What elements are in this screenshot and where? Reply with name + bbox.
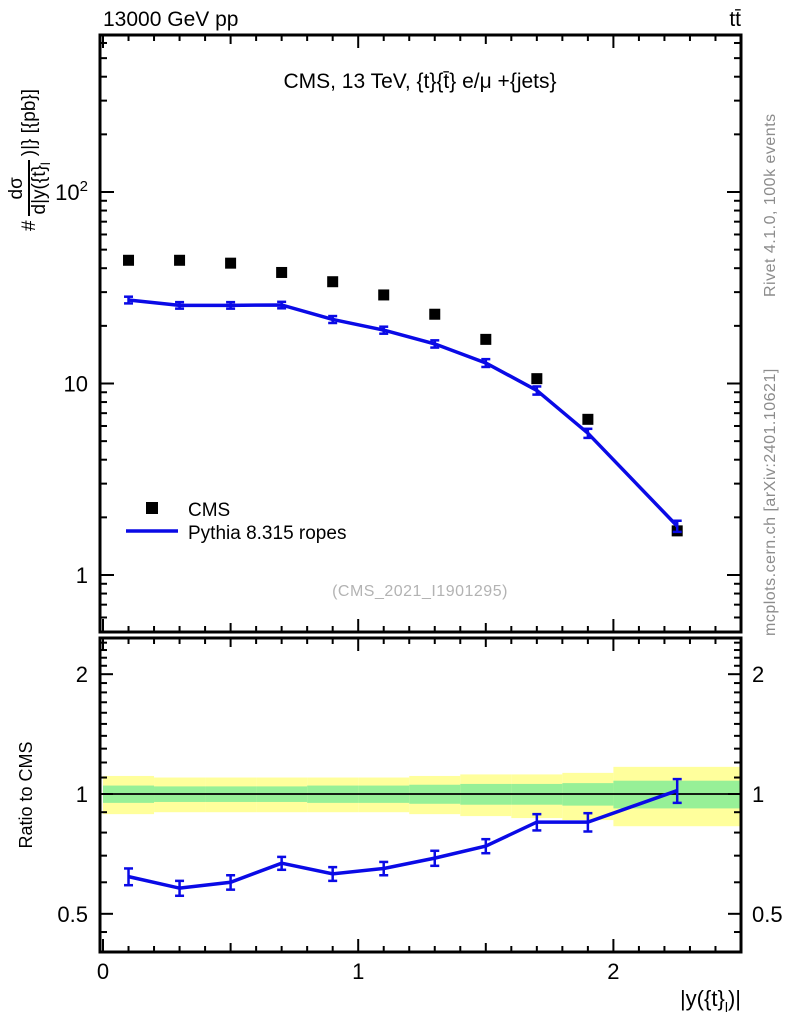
xtick-label: 2 (607, 959, 619, 984)
xaxis-label-post: )| (728, 986, 741, 1011)
main-ytick-label: 10 (64, 372, 88, 397)
legend-label-cms: CMS (188, 500, 230, 521)
mcplots-arxiv-text: mcplots.cern.ch [arXiv:2401.10621] (762, 368, 779, 636)
ratio-ytick-label-right: 0.5 (752, 902, 783, 927)
cms-data-point (582, 413, 594, 425)
main-ytick-label: 1 (76, 563, 88, 588)
main-frame (98, 33, 743, 634)
xtick-label: 0 (97, 959, 109, 984)
ratio-ylabel: Ratio to CMS (16, 741, 36, 848)
legend-label-pythia: Pythia 8.315 ropes (188, 523, 346, 544)
cms-data-point (225, 257, 237, 269)
axis-tick-labels: 102 10 1 2 2 1 1 0.5 0.5 0 1 2 (55, 178, 782, 984)
main-plot-title: CMS, 13 TeV, {t}{t̄} e/μ +{jets} (283, 70, 556, 93)
ratio-ytick-label-left: 0.5 (57, 902, 88, 927)
data-series (123, 254, 683, 898)
ratio-ytick-label-left: 2 (76, 662, 88, 687)
pythia-line (128, 298, 679, 528)
axis-ticks (100, 35, 742, 952)
legend: CMS Pythia 8.315 ropes (126, 500, 346, 544)
ratio-ytick-label-right: 2 (752, 662, 764, 687)
cms-data-point (174, 254, 186, 266)
header-left-title: 13000 GeV pp (103, 8, 238, 31)
ratio-ytick-label-left: 1 (76, 782, 88, 807)
cms-data-point (480, 333, 492, 345)
cms-data-point (378, 289, 390, 301)
xaxis-label-pre: |y({t} (680, 986, 725, 1011)
legend-marker-cms (146, 502, 158, 514)
cms-data-point (327, 276, 339, 288)
cms-data-point (276, 266, 288, 278)
watermark: (CMS_2021_I1901295) (332, 583, 508, 600)
xaxis-label: |y({t}l)| (680, 986, 741, 1015)
ratio-uncertainty-bands (100, 766, 741, 827)
rivet-version-text: Rivet 4.1.0, 100k events (762, 113, 779, 297)
ratio-ytick-label-right: 1 (752, 782, 764, 807)
cms-data-point (123, 254, 135, 266)
xtick-label: 1 (352, 959, 364, 984)
xaxis-label-sub: l (725, 999, 728, 1015)
main-ytick-label: 102 (55, 178, 88, 205)
header-right-title: tt̄ (729, 8, 741, 31)
cms-data-point (531, 373, 543, 385)
cms-data-point (429, 308, 441, 320)
